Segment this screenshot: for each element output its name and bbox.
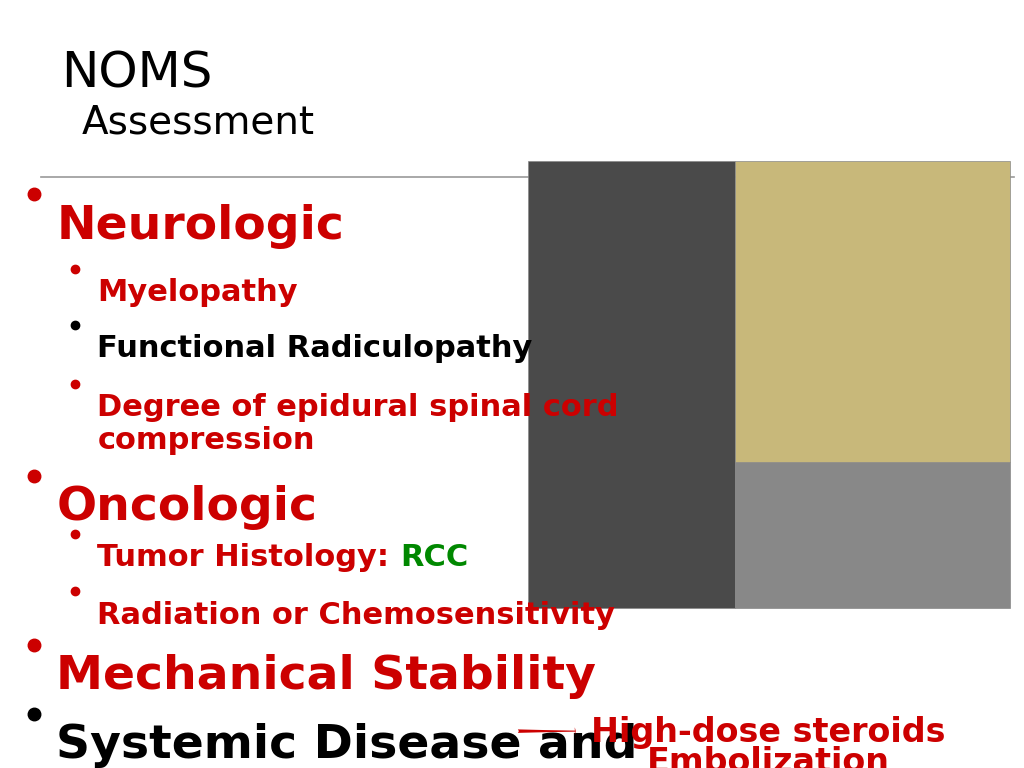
Text: Mechanical Stability: Mechanical Stability	[56, 654, 596, 700]
Text: Functional Radiculopathy: Functional Radiculopathy	[97, 334, 532, 363]
Text: Degree of epidural spinal cord
compression: Degree of epidural spinal cord compressi…	[97, 393, 618, 455]
Text: RCC: RCC	[400, 543, 468, 572]
Text: NOMS: NOMS	[61, 50, 213, 98]
Bar	[735, 161, 1010, 462]
Text: Assessment: Assessment	[82, 104, 315, 141]
Bar	[735, 462, 1010, 608]
Text: Systemic Disease and
Medical Co-morbidity: Systemic Disease and Medical Co-morbidit…	[56, 723, 638, 768]
Bar	[528, 161, 735, 608]
Text: Neurologic: Neurologic	[56, 204, 344, 249]
Text: Radiation or Chemosensitivity: Radiation or Chemosensitivity	[97, 601, 615, 630]
Text: Tumor Histology:: Tumor Histology:	[97, 543, 400, 572]
Text: Oncologic: Oncologic	[56, 485, 317, 531]
Text: Myelopathy: Myelopathy	[97, 278, 298, 307]
Text: Embolization: Embolization	[646, 746, 890, 768]
Text: High-dose steroids: High-dose steroids	[591, 716, 945, 749]
